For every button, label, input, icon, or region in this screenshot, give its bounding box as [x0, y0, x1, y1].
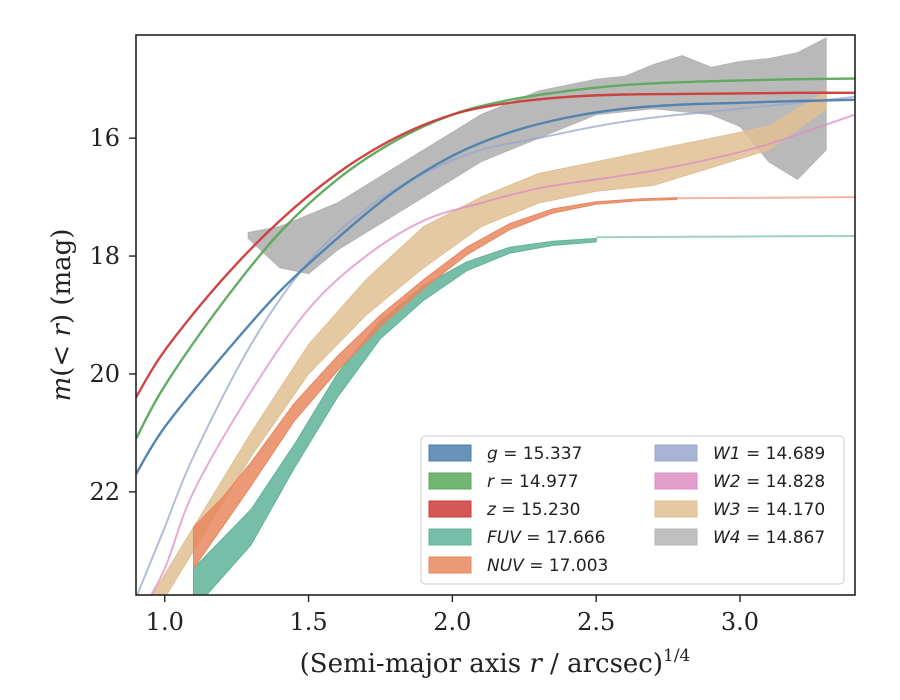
legend-swatch — [654, 528, 698, 546]
y-axis-ticks: 16 18 20 22 — [89, 124, 136, 506]
line-w1 — [136, 95, 855, 595]
series-w3 — [151, 90, 827, 595]
y-tick-label: 22 — [89, 478, 120, 506]
legend-item-w3: W3 = 14.170 — [654, 500, 825, 520]
legend-item-w4: W4 = 14.867 — [654, 528, 825, 548]
x-axis-label: (Semi-major axis r / arcsec)1/4 — [300, 646, 691, 679]
legend-label: g = 15.337 — [487, 444, 582, 464]
extension-fuv — [596, 235, 855, 239]
legend-swatch — [428, 528, 472, 546]
legend-item-nuv: NUV = 17.003 — [428, 556, 608, 576]
legend-label: W1 = 14.689 — [713, 444, 825, 464]
series-w4 — [247, 37, 827, 275]
extension-nuv — [676, 196, 855, 200]
x-tick-label: 1.0 — [146, 608, 184, 636]
legend-label: W2 = 14.828 — [713, 472, 825, 492]
series-g — [136, 98, 855, 475]
x-tick-label: 3.0 — [721, 608, 759, 636]
legend-item-w1: W1 = 14.689 — [654, 444, 825, 464]
y-tick-label: 20 — [89, 360, 120, 388]
legend-swatch — [428, 556, 472, 574]
y-tick-label: 18 — [89, 242, 120, 270]
band-w4 — [247, 37, 827, 275]
plot-frame — [135, 34, 856, 596]
legend-item-g: g = 15.337 — [428, 444, 582, 464]
series-w2 — [150, 113, 855, 595]
series-w1 — [136, 95, 855, 595]
x-tick-label: 1.5 — [289, 608, 327, 636]
legend-label: FUV = 17.666 — [487, 528, 605, 548]
line-g — [136, 98, 855, 475]
legend-item-fuv: FUV = 17.666 — [428, 528, 605, 548]
x-tick-label: 2.0 — [433, 608, 471, 636]
series-z — [136, 91, 855, 399]
legend-item-r: r = 14.977 — [428, 472, 579, 492]
legend: g = 15.337 r = 14.977 z = 15.230 FUV = 17.6… — [420, 435, 845, 585]
legend-swatch — [654, 500, 698, 518]
legend-swatch — [654, 472, 698, 490]
legend-item-w2: W2 = 14.828 — [654, 472, 825, 492]
legend-label: W3 = 14.170 — [713, 500, 825, 520]
legend-label: z = 15.230 — [486, 500, 580, 520]
legend-swatch — [428, 444, 472, 462]
line-w2 — [150, 113, 855, 595]
series-nuv — [193, 196, 855, 571]
band-w3 — [151, 90, 827, 595]
x-tick-label: 2.5 — [577, 608, 615, 636]
legend-item-z: z = 15.230 — [428, 500, 580, 520]
legend-swatch — [428, 500, 472, 518]
x-axis-ticks: 1.0 1.5 2.0 2.5 3.0 — [146, 595, 759, 636]
legend-swatch — [428, 472, 472, 490]
y-axis-label: m(< r) (mag) — [47, 229, 77, 402]
y-tick-label: 16 — [89, 124, 120, 152]
legend-label: NUV = 17.003 — [487, 556, 608, 576]
legend-frame — [420, 435, 845, 585]
legend-swatch — [654, 444, 698, 462]
line-z — [136, 91, 855, 399]
legend-label: W4 = 14.867 — [713, 528, 825, 548]
series-layer — [136, 37, 855, 595]
legend-label: r = 14.977 — [487, 472, 579, 492]
